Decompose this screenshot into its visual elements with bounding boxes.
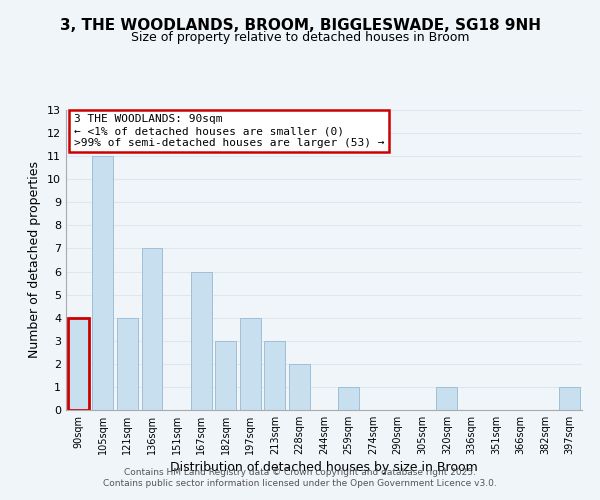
Bar xyxy=(191,272,212,410)
Bar xyxy=(92,156,113,410)
Bar xyxy=(559,387,580,410)
Text: Size of property relative to detached houses in Broom: Size of property relative to detached ho… xyxy=(131,31,469,44)
Text: 3, THE WOODLANDS, BROOM, BIGGLESWADE, SG18 9NH: 3, THE WOODLANDS, BROOM, BIGGLESWADE, SG… xyxy=(59,18,541,32)
Bar xyxy=(240,318,261,410)
Bar xyxy=(117,318,138,410)
Bar xyxy=(338,387,359,410)
Bar xyxy=(215,341,236,410)
Bar xyxy=(68,318,89,410)
X-axis label: Distribution of detached houses by size in Broom: Distribution of detached houses by size … xyxy=(170,461,478,474)
Text: 3 THE WOODLANDS: 90sqm
← <1% of detached houses are smaller (0)
>99% of semi-det: 3 THE WOODLANDS: 90sqm ← <1% of detached… xyxy=(74,114,384,148)
Bar xyxy=(289,364,310,410)
Bar xyxy=(265,341,286,410)
Y-axis label: Number of detached properties: Number of detached properties xyxy=(28,162,41,358)
Bar xyxy=(436,387,457,410)
Text: Contains HM Land Registry data © Crown copyright and database right 2025.
Contai: Contains HM Land Registry data © Crown c… xyxy=(103,468,497,487)
Bar xyxy=(142,248,163,410)
